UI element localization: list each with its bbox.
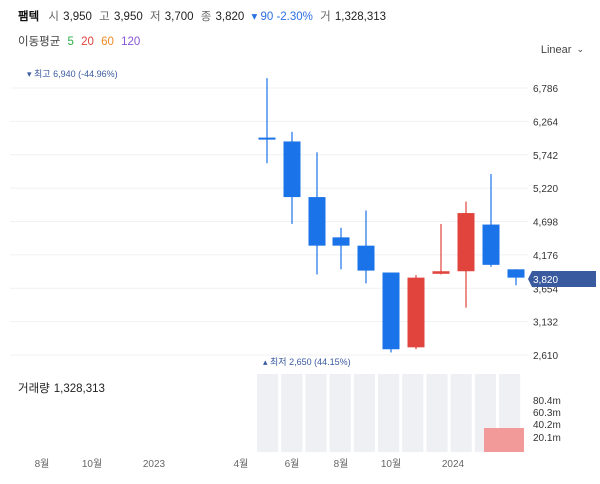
current-price-value: 3,820 <box>533 275 558 286</box>
x-tick-label: 10월 <box>381 458 401 470</box>
stock-summary: 팸텍 시 3,950 고 3,950 저 3,700 종 3,820 ▾ 90 … <box>18 8 390 24</box>
volume-bar <box>426 374 448 452</box>
volume-bars <box>257 374 524 452</box>
candle-body <box>332 237 350 246</box>
x-tick-label: 2023 <box>143 459 166 470</box>
scale-dropdown-label: Linear <box>540 44 572 56</box>
y-tick-label: 4,176 <box>533 251 558 262</box>
min-price-annotation: ▴ 최저 2,650 (44.15%) <box>263 357 351 367</box>
y-tick-label: 2,610 <box>533 351 558 362</box>
candle[interactable] <box>357 210 375 284</box>
candle[interactable] <box>432 223 450 275</box>
close-label: 종 <box>200 11 212 23</box>
open-value: 3,950 <box>63 11 92 23</box>
candle-body <box>507 269 525 278</box>
high-value: 3,950 <box>113 11 143 23</box>
open-label: 시 <box>48 11 59 23</box>
high-label: 고 <box>99 11 110 23</box>
y-tick-label: 6,264 <box>533 117 558 128</box>
volume-bar <box>450 374 472 452</box>
candle[interactable] <box>283 131 301 224</box>
x-tick-label: 6월 <box>285 458 300 470</box>
x-tick-label: 4월 <box>234 458 249 470</box>
scale-dropdown[interactable]: Linear ⌄ <box>541 44 584 56</box>
price-axis: 6,786 6,264 5,742 5,220 4,698 4,176 3,654 3,132… <box>533 84 558 362</box>
candle[interactable] <box>457 201 475 308</box>
candle-body <box>407 277 425 348</box>
volume-title-label: 거래량 <box>18 383 50 395</box>
ma-20-toggle[interactable]: 20 <box>81 36 94 48</box>
volume-bar-current <box>484 428 524 452</box>
candle-body <box>432 271 450 274</box>
candle-body <box>482 224 500 265</box>
volume-bar <box>281 374 303 452</box>
stock-name: 팸텍 <box>18 11 40 23</box>
volume-bar <box>378 374 400 452</box>
y-tick-label: 6,786 <box>533 84 558 95</box>
volume-panel-title: 거래량 1,328,313 <box>18 380 105 396</box>
volume-axis-label: 80.4m <box>533 396 561 407</box>
candle-body <box>258 137 276 140</box>
candle-body <box>457 213 475 272</box>
price-gridlines <box>10 87 528 356</box>
x-tick-label: 2024 <box>442 459 465 470</box>
candle[interactable] <box>507 269 525 286</box>
volume-bar <box>329 374 351 452</box>
candle[interactable] <box>332 227 350 270</box>
time-axis: 8월 10월 2023 4월 6월 8월 10월 2024 <box>35 458 465 470</box>
volume-title-value: 1,328,313 <box>53 383 105 395</box>
candle-body <box>357 245 375 271</box>
y-tick-label: 3,654 <box>533 284 558 295</box>
volume-axis-label: 40.2m <box>533 420 561 431</box>
candle-body <box>283 141 301 198</box>
moving-average-title[interactable]: 이동평균 <box>18 36 61 48</box>
volume-bar <box>402 374 424 452</box>
x-tick-label: 10월 <box>82 458 102 470</box>
y-tick-label: 5,742 <box>533 151 558 162</box>
low-label: 저 <box>149 11 161 23</box>
current-price-tag: 3,820 <box>528 271 596 287</box>
y-tick-label: 4,698 <box>533 218 558 229</box>
volume-bar <box>353 374 375 452</box>
ma-60-toggle[interactable]: 60 <box>101 36 114 48</box>
volume-label: 거 <box>320 11 331 23</box>
candle[interactable] <box>407 275 425 350</box>
change-value: ▾ 90 -2.30% <box>251 11 313 23</box>
y-tick-label: 3,132 <box>533 318 558 329</box>
x-tick-label: 8월 <box>334 458 349 470</box>
ma-120-toggle[interactable]: 120 <box>121 36 141 48</box>
volume-value: 1,328,313 <box>334 11 387 23</box>
low-value: 3,700 <box>164 11 194 23</box>
candle[interactable] <box>258 78 276 164</box>
ma-5-toggle[interactable]: 5 <box>67 36 74 48</box>
volume-axis-label: 60.3m <box>533 408 561 419</box>
volume-axis-label: 20.1m <box>533 433 561 444</box>
candle[interactable] <box>482 174 500 267</box>
y-tick-label: 5,220 <box>533 184 558 195</box>
candle[interactable] <box>382 272 400 353</box>
close-value: 3,820 <box>215 11 245 23</box>
chevron-down-icon: ⌄ <box>576 44 584 54</box>
candle-body <box>382 272 400 350</box>
x-tick-label: 8월 <box>35 458 50 470</box>
volume-bar <box>305 374 327 452</box>
volume-bar <box>257 374 279 452</box>
candles <box>258 78 525 353</box>
candle-body <box>308 197 326 246</box>
max-price-annotation: ▾ 최고 6,940 (-44.96%) <box>27 69 118 79</box>
candle[interactable] <box>308 152 326 275</box>
moving-average-legend: 이동평균 5 20 60 120 <box>18 33 144 49</box>
